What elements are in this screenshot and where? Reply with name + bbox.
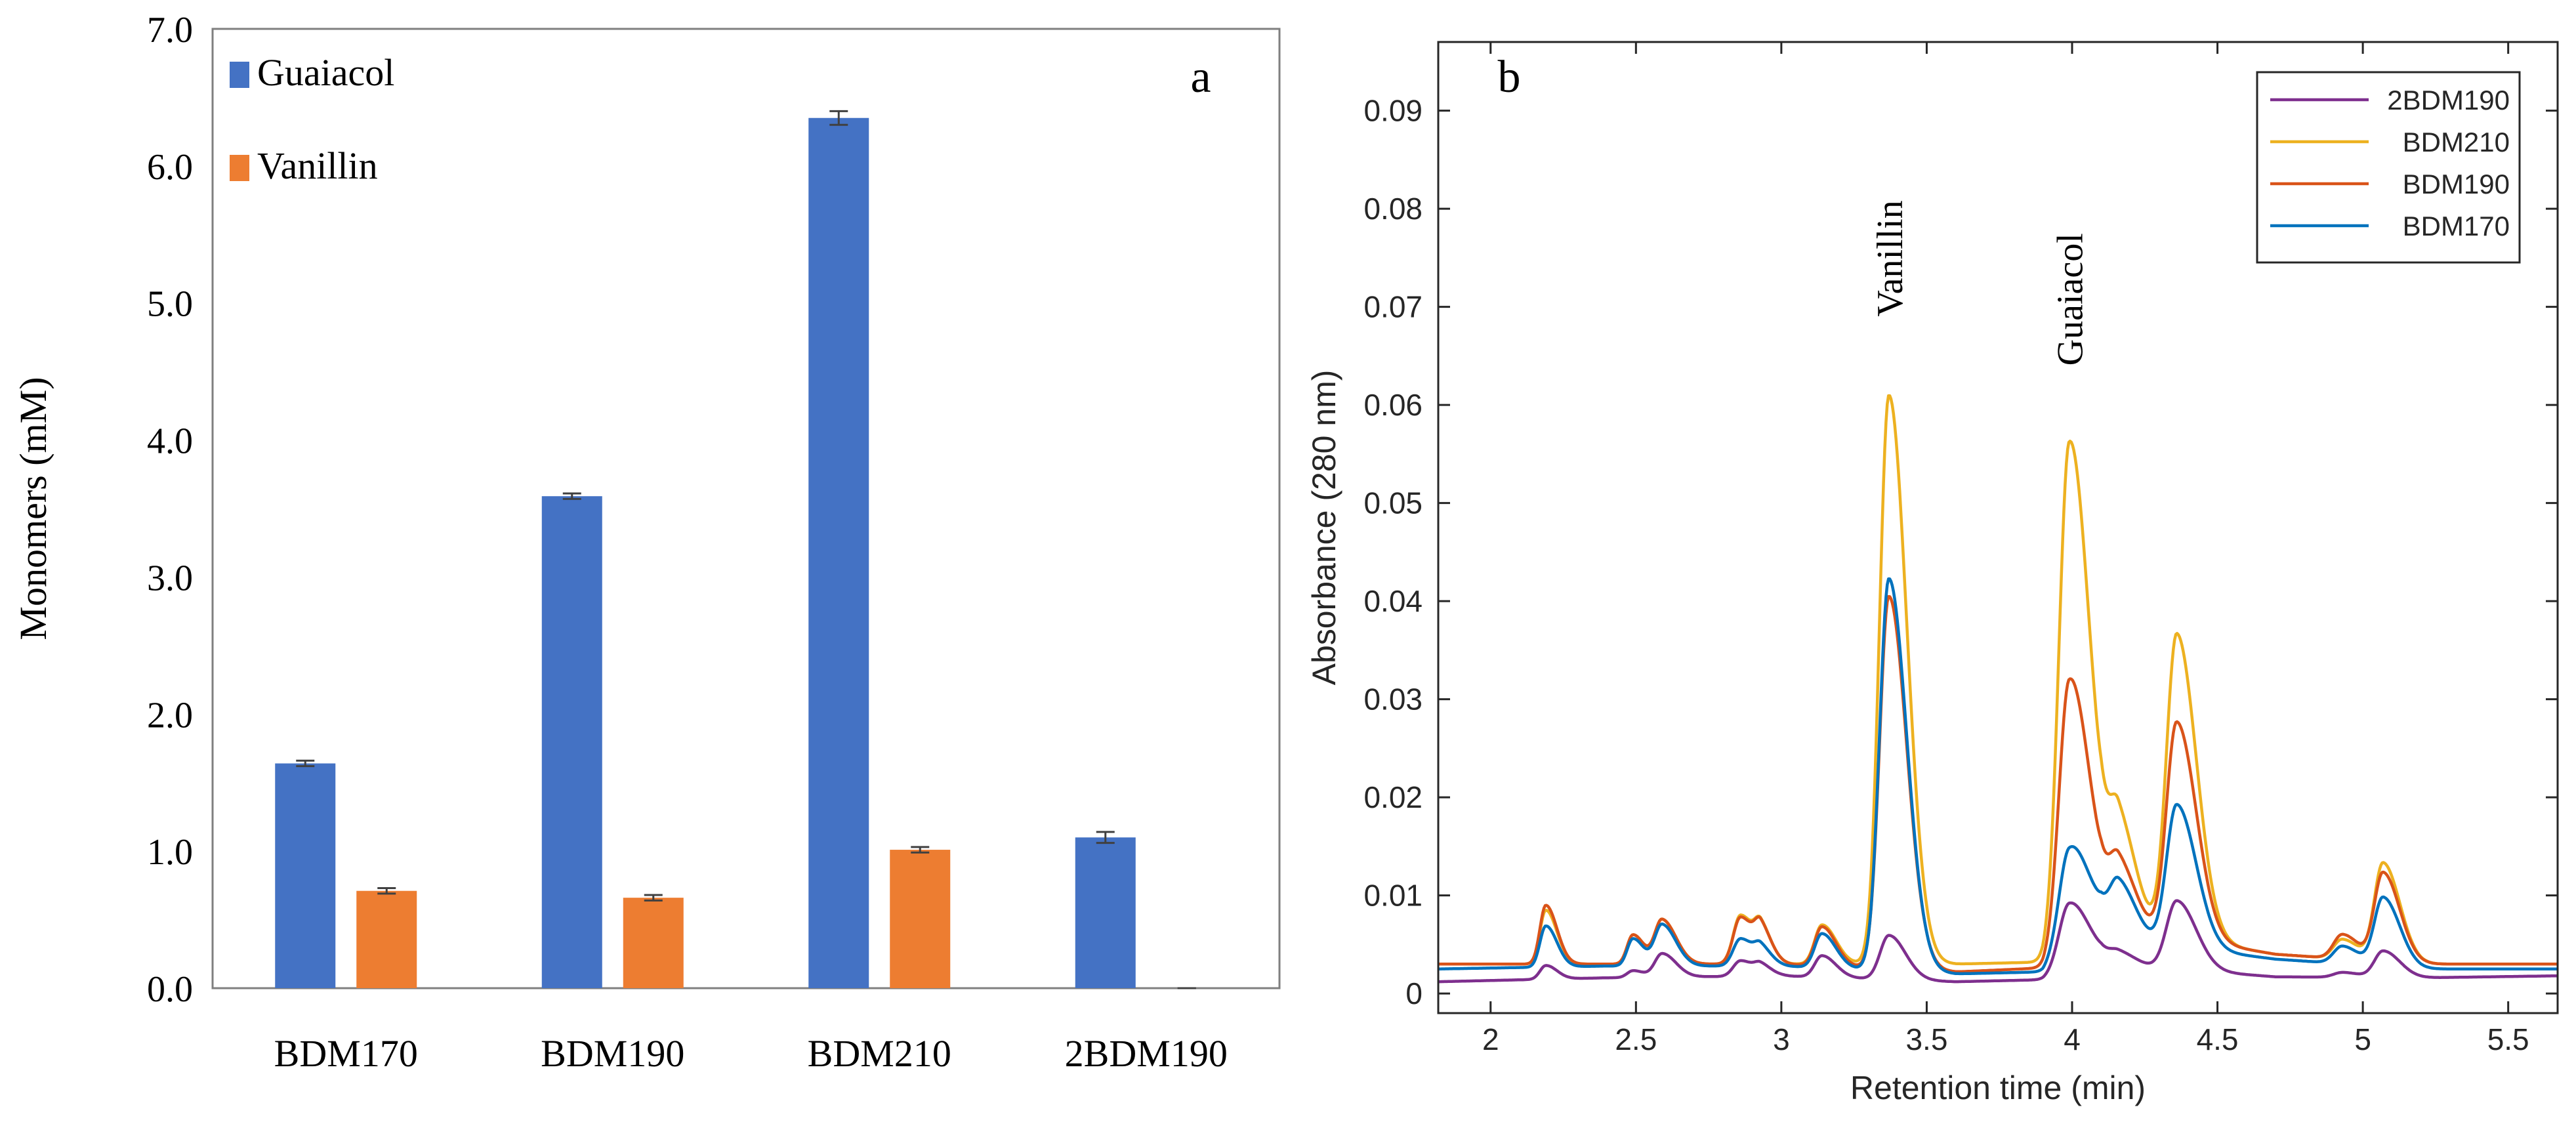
panel-b-xtick-label: 4.5 <box>2197 1022 2239 1056</box>
panel-b-ytick-label: 0.01 <box>1363 879 1423 913</box>
series-line-2bdm190 <box>1438 899 2558 984</box>
panel-b-ytick-label: 0.07 <box>1363 290 1423 324</box>
bar-guaiacol-bdm190 <box>541 496 602 988</box>
panel-b-ytick-label: 0.04 <box>1363 584 1423 618</box>
legend-swatch-vanillin <box>230 155 249 181</box>
panel-a-ytick-label: 7.0 <box>147 10 193 51</box>
legend-label-2bdm190: 2BDM190 <box>2387 85 2510 115</box>
panel-b-label: b <box>1498 52 1521 102</box>
panel-a-xtick-label: BDM170 <box>274 1032 418 1075</box>
bar-guaiacol-2bdm190 <box>1075 837 1136 988</box>
bar-vanillin-bdm210 <box>890 850 951 988</box>
legend-swatch-guaiacol <box>230 62 249 88</box>
legend-box <box>2256 71 2521 264</box>
panel-b-ytick-label: 0.03 <box>1363 682 1423 717</box>
bar-guaiacol-bdm210 <box>808 117 869 989</box>
panel-b-ylabel: Absorbance (280 nm) <box>1306 370 1342 686</box>
panel-a-xtick-label: BDM190 <box>541 1032 684 1075</box>
panel-b-xtick-label: 2 <box>1482 1022 1499 1056</box>
panel-a-frame <box>211 28 1281 989</box>
legend-label-vanillin: Vanillin <box>257 144 378 187</box>
panel-b-xtick-label: 5.5 <box>2487 1022 2529 1056</box>
panel-a-ytick-label: 1.0 <box>147 832 193 873</box>
panel-a-ytick-label: 6.0 <box>147 147 193 188</box>
annotation-vanillin: Vanillin <box>1870 200 1911 316</box>
panel-b-series-lines <box>1438 394 2558 984</box>
panel-b-xlabel: Retention time (min) <box>1850 1070 2146 1106</box>
panel-b-annotations: Vanillin Guaiacol <box>1870 200 2091 365</box>
panel-b-ytick-label: 0 <box>1405 976 1423 1010</box>
panel-b-xtick-label: 3 <box>1773 1022 1790 1056</box>
panel-b-frame <box>1437 41 2559 1014</box>
panel-a-y-ticks: 0.0 1.0 2.0 3.0 4.0 5.0 6.0 7.0 <box>147 10 193 1010</box>
panel-a-bars <box>275 110 1196 989</box>
series-line-bdm170 <box>1438 577 2558 976</box>
panel-b-ytick-label: 0.09 <box>1363 94 1423 128</box>
panel-b-ytick-label: 0.05 <box>1363 486 1423 520</box>
panel-a-bar-chart: 0.01.02.03.04.05.06.07.0 BDM170 BDM190 BDM… <box>12 10 1281 1075</box>
bar-vanillin-bdm170 <box>356 890 417 988</box>
panel-b-xtick-label: 3.5 <box>1905 1022 1947 1056</box>
panel-a-ytick-label: 3.0 <box>147 558 193 598</box>
panel-a-ytick-label: 0.0 <box>147 969 193 1010</box>
panel-b-legend: 2BDM190 BDM210 BDM190 BDM170 <box>2256 71 2521 264</box>
panel-b-ytick-label: 0.02 <box>1363 780 1423 814</box>
panel-b-ticks: 2 2.5 3 3.5 4 4.5 5 5.5 0 0.01 0.02 0.03 0.04 0.05 0.0… <box>1363 42 2558 1056</box>
bar-guaiacol-bdm170 <box>275 763 336 988</box>
legend-label-bdm170: BDM170 <box>2403 211 2510 241</box>
panel-a-x-tick-labels: BDM170 BDM190 BDM210 2BDM190 <box>274 1032 1228 1075</box>
series-line-bdm190 <box>1438 594 2558 974</box>
panel-b-xtick-label: 2.5 <box>1615 1022 1657 1056</box>
panel-a-ytick-label: 4.0 <box>147 421 193 462</box>
legend-label-bdm190: BDM190 <box>2403 169 2510 199</box>
panel-a-ytick-label: 5.0 <box>147 284 193 325</box>
panel-a-legend: Guaiacol Vanillin <box>230 51 394 187</box>
panel-a-xtick-label: 2BDM190 <box>1065 1032 1228 1075</box>
panel-a-xtick-label: BDM210 <box>808 1032 951 1075</box>
panel-b-ytick-label: 0.06 <box>1363 388 1423 422</box>
annotation-guaiacol: Guaiacol <box>2050 233 2091 365</box>
legend-label-bdm210: BDM210 <box>2403 127 2510 157</box>
panel-b-xtick-label: 4 <box>2064 1022 2081 1056</box>
legend-label-guaiacol: Guaiacol <box>257 51 394 94</box>
panel-b-ytick-label: 0.08 <box>1363 192 1423 226</box>
panel-a-ytick-label: 2.0 <box>147 695 193 736</box>
bar-vanillin-bdm190 <box>623 898 684 988</box>
panel-a-ylabel: Monomers (mM) <box>12 377 54 640</box>
panel-b-xtick-label: 5 <box>2354 1022 2371 1056</box>
panel-b-line-chart: 2 2.5 3 3.5 4 4.5 5 5.5 0 0.01 0.02 0.03 0.04 0.05 0.0… <box>1306 41 2559 1106</box>
panel-a-label: a <box>1190 52 1211 102</box>
